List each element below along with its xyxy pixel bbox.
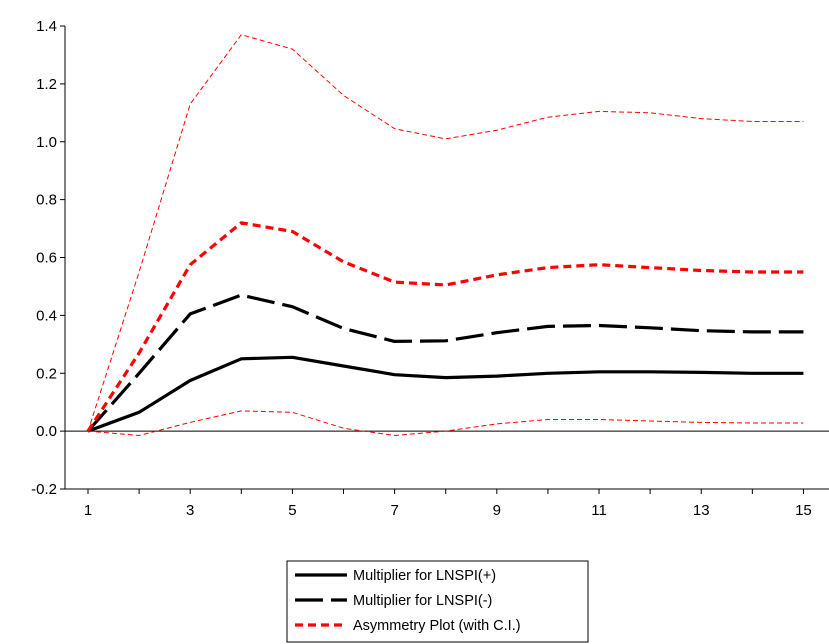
x-tick-label: 11	[591, 502, 607, 519]
legend-label-2: Multiplier for LNSPI(-)	[353, 593, 492, 609]
series-line-5	[87, 410, 804, 436]
y-tick-label: 0.0	[36, 423, 57, 440]
y-tick-label: 0.8	[36, 192, 57, 209]
series-line-2	[86, 293, 804, 433]
y-tick-label: -0.2	[31, 481, 57, 498]
y-tick-label: 0.4	[36, 307, 57, 324]
x-tick-label: 5	[288, 502, 296, 519]
x-tick-label: 3	[186, 502, 194, 519]
series-line-3	[86, 221, 804, 432]
x-tick-label: 9	[493, 502, 501, 519]
y-tick-label: 1.0	[36, 134, 57, 151]
plot-lines	[86, 34, 804, 436]
y-tick-label: 0.2	[36, 365, 57, 382]
legend-label-3: Asymmetry Plot (with C.I.)	[353, 618, 521, 634]
x-tick-label: 1	[84, 502, 92, 519]
y-tick-label: 0.6	[36, 250, 57, 267]
y-tick-label: 1.4	[36, 18, 57, 35]
y-tick-label: 1.2	[36, 76, 57, 93]
series-line-1	[87, 355, 804, 433]
x-tick-label: 7	[390, 502, 398, 519]
legend: Multiplier for LNSPI(+) Multiplier for LN…	[286, 560, 589, 643]
x-tick-label: 13	[693, 502, 710, 519]
series-line-4	[87, 34, 804, 432]
axes: -0.20.00.20.40.60.81.01.21.41 3 5 7 9 11 13 15	[31, 18, 829, 519]
legend-label-1: Multiplier for LNSPI(+)	[353, 568, 496, 584]
x-tick-label: 15	[795, 502, 812, 519]
